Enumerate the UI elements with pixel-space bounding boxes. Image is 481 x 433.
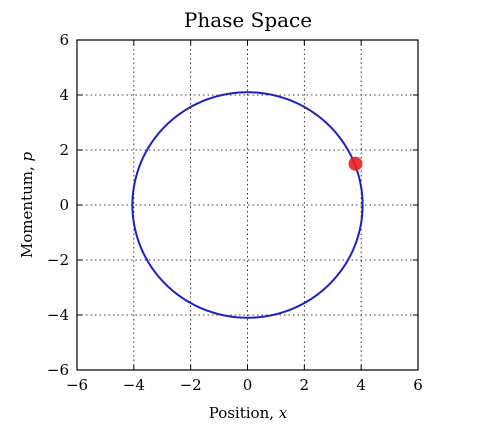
x-axis-label-var: x [279, 404, 288, 422]
y-tick-label: −6 [47, 361, 69, 379]
axes-frame [76, 39, 419, 371]
y-axis-label: Momentum, p [18, 152, 36, 259]
y-tick-label: −4 [47, 306, 69, 324]
y-axis-label-text: Momentum, [18, 162, 36, 259]
y-tick-label: 0 [59, 196, 69, 214]
x-axis-label: Position, x [209, 404, 288, 422]
x-tick-label: −6 [66, 376, 88, 394]
x-tick-label: 6 [413, 376, 423, 394]
phase-trajectory [131, 91, 364, 319]
x-axis-label-text: Position, [209, 404, 279, 422]
x-tick-label: 2 [300, 376, 310, 394]
y-tick-label: 2 [59, 141, 69, 159]
x-tick-label: 4 [356, 376, 366, 394]
x-tick-label: −2 [180, 376, 202, 394]
grid [77, 40, 418, 370]
y-tick-label: −2 [47, 251, 69, 269]
x-tick-label: 0 [243, 376, 253, 394]
current-state-point [348, 156, 363, 171]
y-axis-label-var: p [18, 152, 36, 162]
chart-title: Phase Space [184, 8, 312, 32]
y-tick-label: 6 [59, 31, 69, 49]
tick-labels: −6 −4 −2 0 2 4 6 −6 −4 −2 0 2 4 6 [47, 31, 423, 394]
plot-area [131, 91, 364, 319]
y-tick-label: 4 [59, 86, 69, 104]
x-tick-label: −4 [123, 376, 145, 394]
